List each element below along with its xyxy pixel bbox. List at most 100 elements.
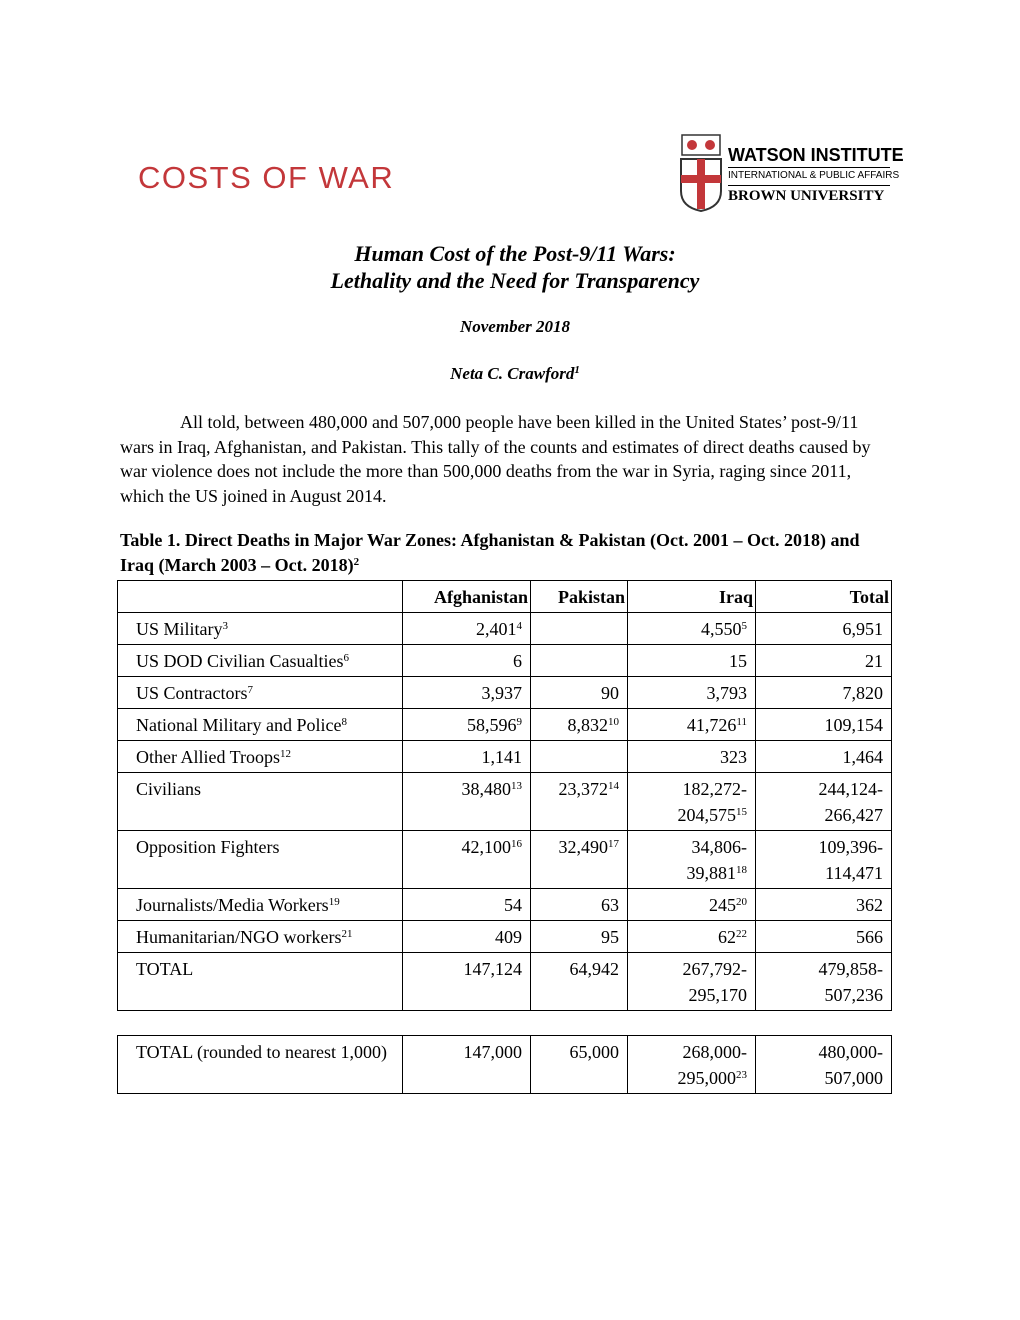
value-cell: 38,48013 xyxy=(402,772,531,831)
row-label: Opposition Fighters xyxy=(117,830,403,889)
costs-of-war-logo: COSTS OF WAR xyxy=(138,160,395,195)
row-label: US Military3 xyxy=(117,612,403,645)
label-text: US Contractors xyxy=(136,683,248,703)
caption-text: Table 1. Direct Deaths in Major War Zone… xyxy=(120,530,860,575)
value-cell: 24520 xyxy=(627,888,756,921)
footnote-ref: 4 xyxy=(516,620,523,632)
row-label: Other Allied Troops12 xyxy=(117,740,403,773)
value-cell: 32,49017 xyxy=(530,830,628,889)
row-label: US DOD Civilian Casualties6 xyxy=(117,644,403,677)
footnote-ref: 20 xyxy=(736,896,747,908)
university: BROWN UNIVERSITY xyxy=(728,188,885,204)
value-text: 362 xyxy=(856,895,883,915)
footnote-ref: 23 xyxy=(736,1069,747,1081)
label-text: Other Allied Troops xyxy=(136,747,281,767)
value-line: 114,471 xyxy=(825,863,883,883)
value-cell: 480,000- 507,000 xyxy=(755,1035,892,1094)
column-header: Afghanistan xyxy=(402,580,531,613)
value-text: 32,490 xyxy=(558,837,609,857)
table-row: Civilians 38,48013 23,37214 182,272- 204,575… xyxy=(117,772,892,831)
value-text: 41,726 xyxy=(686,715,737,735)
value-cell: 64,942 xyxy=(530,952,628,1011)
value-text: 42,100 xyxy=(461,837,512,857)
table-row: TOTAL (rounded to nearest 1,000) 147,000 6… xyxy=(117,1035,892,1094)
label-text: Opposition Fighters xyxy=(136,837,280,857)
value-cell: 362 xyxy=(755,888,892,921)
value-cell: 182,272- 204,57515 xyxy=(627,772,756,831)
brown-shield xyxy=(680,134,722,213)
value-text: 62 xyxy=(718,927,736,947)
footnote-ref: 5 xyxy=(741,620,748,632)
date: November 2018 xyxy=(459,317,570,336)
watson-name: WATSON INSTITUTE xyxy=(728,145,904,165)
value-cell: 3,793 xyxy=(627,676,756,709)
label-text: National Military and Police xyxy=(136,715,342,735)
value-text: 21 xyxy=(865,651,883,671)
footnote-ref: 12 xyxy=(280,748,292,760)
value-cell: 2,4014 xyxy=(402,612,531,645)
label-text: US Military xyxy=(136,619,223,639)
row-label: Civilians xyxy=(117,772,403,831)
footnote-ref: 10 xyxy=(608,716,619,728)
value-line: 480,000- xyxy=(818,1042,884,1062)
footnote-ref: 14 xyxy=(608,780,619,792)
title-line: Lethality and the Need for Transparency xyxy=(330,268,700,293)
value-text: 64,942 xyxy=(569,959,620,979)
label-text: Journalists/Media Workers xyxy=(136,895,329,915)
author: Neta C. Crawford1 xyxy=(0,364,1020,384)
header-row: Afghanistan Pakistan Iraq Total xyxy=(117,580,892,613)
value-text: 6,951 xyxy=(842,619,884,639)
footnote-ref: 8 xyxy=(341,716,347,728)
table-row: TOTAL 147,124 64,942 267,792- 295,170 479,858… xyxy=(117,952,892,1011)
value-cell: 15 xyxy=(627,644,756,677)
value-cell: 23,37214 xyxy=(530,772,628,831)
corner-cell xyxy=(117,580,403,613)
value-line: 268,000- xyxy=(682,1042,748,1062)
value-text: 15 xyxy=(729,651,747,671)
footnote-ref: 16 xyxy=(511,838,522,850)
value-text: 8,832 xyxy=(567,715,609,735)
value-cell: 54 xyxy=(402,888,531,921)
table-row: Opposition Fighters 42,10016 32,49017 34,80… xyxy=(117,830,892,889)
table-row: Humanitarian/NGO workers21 409 95 6222 566 xyxy=(117,920,892,953)
value-cell: 42,10016 xyxy=(402,830,531,889)
logo-rule xyxy=(728,185,890,186)
footnote-ref: 13 xyxy=(511,780,522,792)
value-line: 204,57515 xyxy=(677,805,748,825)
watson-subtitle: INTERNATIONAL & PUBLIC AFFAIRS xyxy=(728,170,900,181)
value-line: 295,170 xyxy=(688,985,748,1005)
value-text: 63 xyxy=(601,895,619,915)
value-text: 90 xyxy=(601,683,619,703)
footnote-ref: 1 xyxy=(574,364,580,376)
footnote-ref: 22 xyxy=(736,928,747,940)
value-text: 245 xyxy=(709,895,736,915)
value-line: 507,000 xyxy=(824,1068,884,1088)
value-cell: 63 xyxy=(530,888,628,921)
value-text: 6 xyxy=(513,651,522,671)
value-text: 54 xyxy=(504,895,522,915)
value-text: 409 xyxy=(495,927,522,947)
rounded-table: TOTAL (rounded to nearest 1,000) 147,000 6… xyxy=(117,1035,892,1094)
value-cell: 34,806- 39,88118 xyxy=(627,830,756,889)
value-cell: 90 xyxy=(530,676,628,709)
value-text: 7,820 xyxy=(842,683,884,703)
value-line: 295,00023 xyxy=(677,1068,748,1088)
value-text: 58,596 xyxy=(467,715,517,735)
label-text: TOTAL (rounded to nearest 1,000) xyxy=(136,1042,387,1062)
value-cell: 147,000 xyxy=(402,1035,531,1094)
table-row: US Contractors7 3,937 90 3,793 7,820 xyxy=(117,676,892,709)
value-line: 244,124- xyxy=(818,779,884,799)
column-header: Total xyxy=(755,580,892,613)
value-cell: 267,792- 295,170 xyxy=(627,952,756,1011)
value-text: 147,124 xyxy=(463,959,523,979)
value-text: 1,464 xyxy=(842,747,884,767)
table-caption: Table 1. Direct Deaths in Major War Zone… xyxy=(120,528,895,578)
value-line: 39,88118 xyxy=(686,863,748,883)
value-cell: 566 xyxy=(755,920,892,953)
row-label: TOTAL xyxy=(117,952,403,1011)
value-cell: 1,141 xyxy=(402,740,531,773)
value-cell: 1,464 xyxy=(755,740,892,773)
value-line: 109,396- xyxy=(818,837,884,857)
table-row: US DOD Civilian Casualties6 6 15 21 xyxy=(117,644,892,677)
value-text: 2,401 xyxy=(476,619,517,639)
